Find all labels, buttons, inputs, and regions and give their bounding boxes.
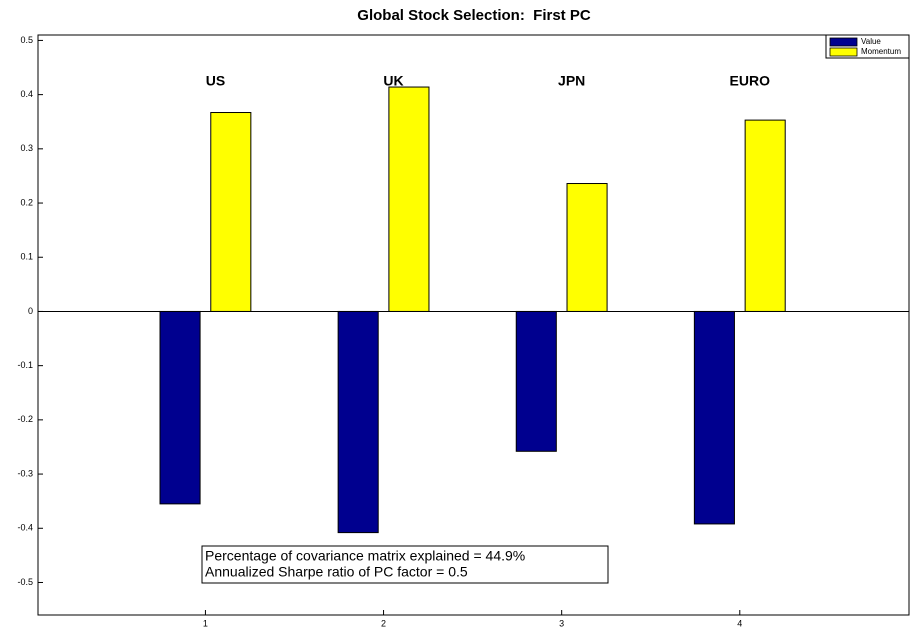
x-tick-label: 1 (203, 618, 208, 627)
group-label: US (206, 73, 225, 89)
y-tick-label: 0 (28, 306, 33, 316)
bar (693, 310, 735, 525)
axes-box (37, 34, 910, 616)
group-label: EURO (730, 73, 771, 89)
bar (388, 86, 430, 312)
y-tick-label: -0.1 (17, 360, 33, 370)
y-tick-label: 0.3 (20, 143, 33, 153)
y-tick-label: -0.4 (17, 523, 33, 533)
bar (744, 119, 786, 312)
bar (337, 310, 379, 534)
bar (159, 310, 201, 505)
x-tick-label: 3 (559, 618, 564, 627)
annotation-box (201, 545, 609, 584)
legend-swatch (829, 37, 858, 47)
y-tick-label: -0.3 (17, 468, 33, 478)
annotation: Annualized Sharpe ratio of PC factor = 0… (205, 564, 468, 580)
annotation: Percentage of covariance matrix explaine… (205, 548, 525, 564)
legend-swatch (829, 47, 858, 57)
y-tick-label: 0.5 (20, 35, 33, 45)
y-tick-label: -0.5 (17, 577, 33, 587)
y-tick-label: 0.1 (20, 252, 33, 262)
x-tick-label: 2 (381, 618, 386, 627)
y-tick-label: 0.2 (20, 197, 33, 207)
group-label: JPN (558, 73, 585, 89)
group-label: UK (383, 73, 403, 89)
legend-label: Value (861, 37, 881, 46)
y-tick-label: -0.2 (17, 414, 33, 424)
bar (566, 183, 608, 312)
bar (515, 310, 557, 452)
chart-title: Global Stock Selection: First PC (357, 7, 591, 24)
bar (210, 112, 252, 312)
x-tick-label: 4 (737, 618, 742, 627)
legend-label: Momentum (861, 47, 901, 56)
y-tick-label: 0.4 (20, 89, 33, 99)
